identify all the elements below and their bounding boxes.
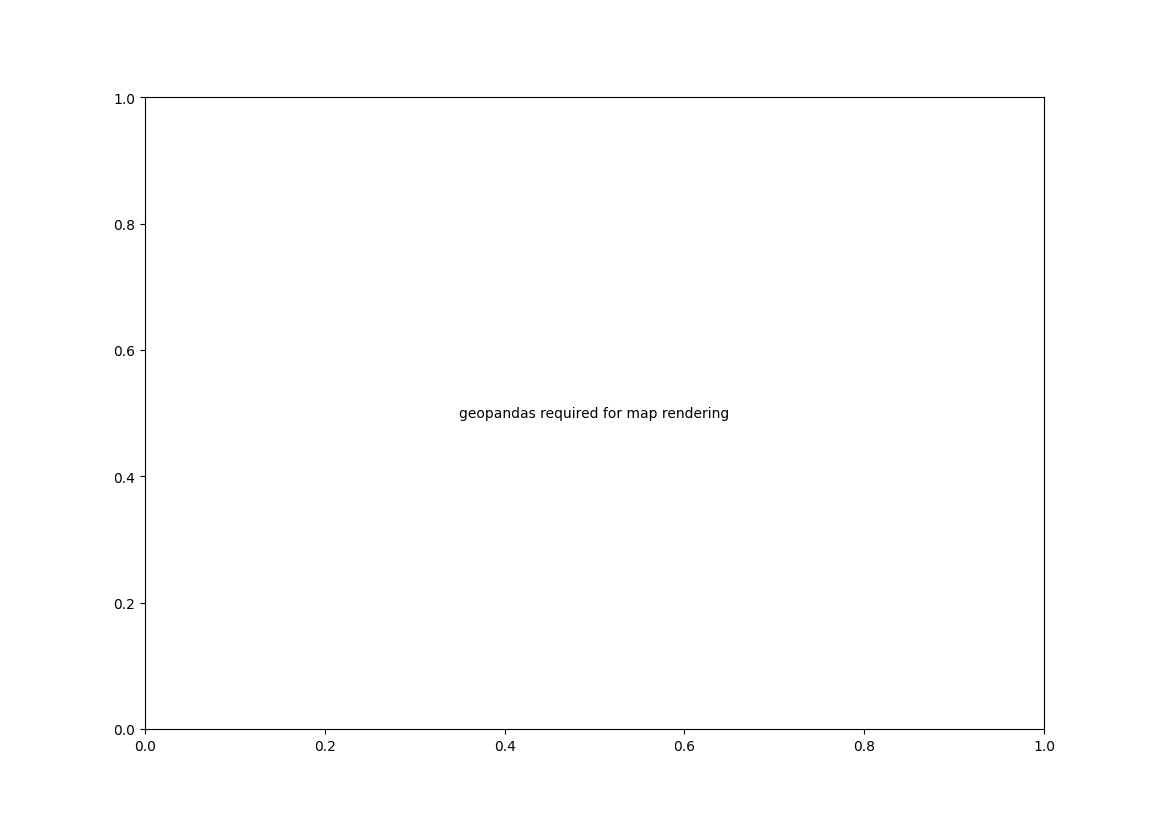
Text: geopandas required for map rendering: geopandas required for map rendering	[459, 406, 730, 421]
